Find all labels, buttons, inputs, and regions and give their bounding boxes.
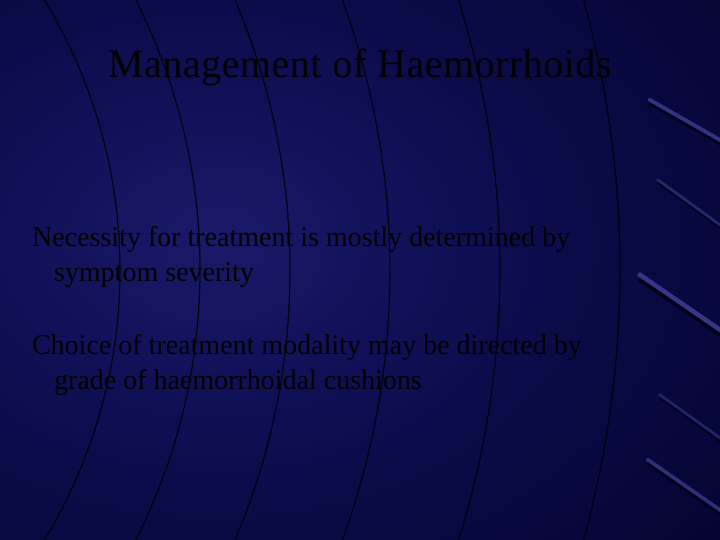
slide: Management of Haemorrhoids Necessity for… <box>0 0 720 540</box>
body-paragraph: Necessity for treatment is mostly determ… <box>32 220 640 290</box>
slide-body: Necessity for treatment is mostly determ… <box>32 220 640 436</box>
slide-title: Management of Haemorrhoids <box>0 40 720 87</box>
body-paragraph: Choice of treatment modality may be dire… <box>32 328 640 398</box>
